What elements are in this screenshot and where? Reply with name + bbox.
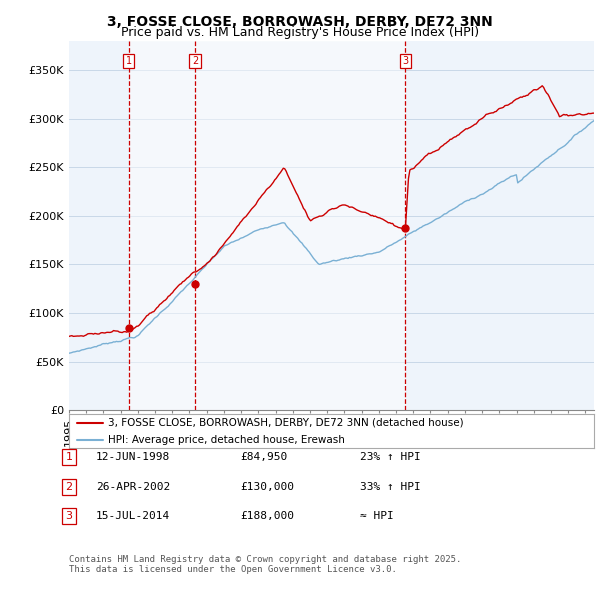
Text: 2: 2 [192, 56, 198, 66]
Text: 2: 2 [65, 482, 73, 491]
Bar [195, 41, 406, 410]
Text: 12-JUN-1998: 12-JUN-1998 [96, 453, 170, 462]
Text: ≈ HPI: ≈ HPI [360, 512, 394, 521]
Text: 23% ↑ HPI: 23% ↑ HPI [360, 453, 421, 462]
Text: 3: 3 [65, 512, 73, 521]
Bar [128, 41, 195, 410]
Text: £188,000: £188,000 [240, 512, 294, 521]
Text: £130,000: £130,000 [240, 482, 294, 491]
Text: 3, FOSSE CLOSE, BORROWASH, DERBY, DE72 3NN: 3, FOSSE CLOSE, BORROWASH, DERBY, DE72 3… [107, 15, 493, 29]
Text: 26-APR-2002: 26-APR-2002 [96, 482, 170, 491]
Text: 1: 1 [125, 56, 131, 66]
Text: 1: 1 [65, 453, 73, 462]
Text: 15-JUL-2014: 15-JUL-2014 [96, 512, 170, 521]
Text: 33% ↑ HPI: 33% ↑ HPI [360, 482, 421, 491]
Text: £84,950: £84,950 [240, 453, 287, 462]
Text: Price paid vs. HM Land Registry's House Price Index (HPI): Price paid vs. HM Land Registry's House … [121, 26, 479, 39]
Text: 3, FOSSE CLOSE, BORROWASH, DERBY, DE72 3NN (detached house): 3, FOSSE CLOSE, BORROWASH, DERBY, DE72 3… [109, 418, 464, 428]
Text: Contains HM Land Registry data © Crown copyright and database right 2025.
This d: Contains HM Land Registry data © Crown c… [69, 555, 461, 574]
Text: HPI: Average price, detached house, Erewash: HPI: Average price, detached house, Erew… [109, 435, 345, 445]
Text: 3: 3 [403, 56, 409, 66]
